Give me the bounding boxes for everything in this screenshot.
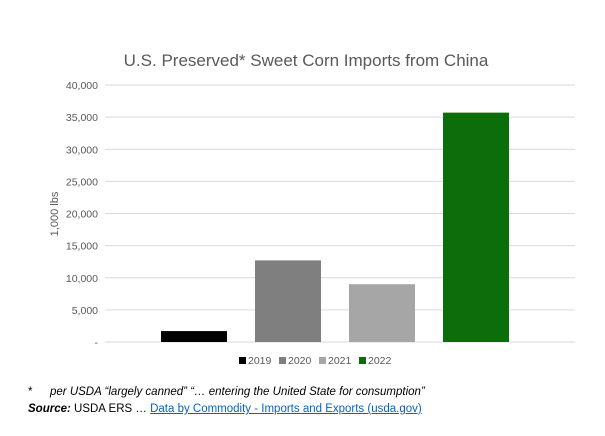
y-tick-label: 5,000 — [72, 305, 98, 317]
source-link[interactable]: Data by Commodity - Imports and Exports … — [150, 403, 422, 415]
y-tick-label: 25,000 — [66, 176, 98, 188]
legend: 2019 2020 2021 2022 — [239, 355, 392, 367]
footnote-text: per USDA “largely canned” “… entering th… — [50, 386, 425, 398]
bar-2019 — [161, 331, 227, 342]
y-tick-label: - — [95, 337, 99, 349]
bars — [161, 112, 509, 342]
y-tick-label: 20,000 — [66, 209, 98, 221]
source-text: USDA ERS … — [70, 403, 151, 415]
y-tick-label: 10,000 — [66, 273, 98, 285]
grid-lines — [105, 84, 575, 343]
legend-swatch-2019 — [239, 357, 246, 364]
legend-swatch-2020 — [279, 357, 286, 364]
bar-2021 — [349, 284, 415, 342]
y-tick-label: 15,000 — [66, 241, 98, 253]
y-tick-label: 40,000 — [66, 80, 98, 92]
y-axis-ticks: - 5,000 10,000 15,000 20,000 25,000 30,000 35,0… — [66, 80, 99, 349]
y-axis-label: 1,000 lbs — [49, 191, 61, 236]
legend-swatch-2022 — [359, 357, 366, 364]
legend-label-2020: 2020 — [288, 355, 312, 367]
y-tick-label: 35,000 — [66, 112, 98, 124]
source-label: Source: — [28, 403, 71, 415]
bar-2020 — [255, 260, 321, 342]
bar-2022 — [443, 112, 509, 342]
source-line: Source: USDA ERS … Data by Commodity - I… — [28, 403, 422, 415]
chart: U.S. Preserved* Sweet Corn Imports from … — [49, 51, 575, 367]
footnote-marker: * — [28, 386, 33, 398]
legend-label-2019: 2019 — [248, 355, 272, 367]
legend-label-2021: 2021 — [328, 355, 352, 367]
legend-swatch-2021 — [319, 357, 326, 364]
legend-label-2022: 2022 — [368, 355, 392, 367]
y-tick-label: 30,000 — [66, 144, 98, 156]
footnote: * per USDA “largely canned” “… entering t… — [28, 386, 425, 398]
chart-title: U.S. Preserved* Sweet Corn Imports from … — [124, 51, 489, 70]
